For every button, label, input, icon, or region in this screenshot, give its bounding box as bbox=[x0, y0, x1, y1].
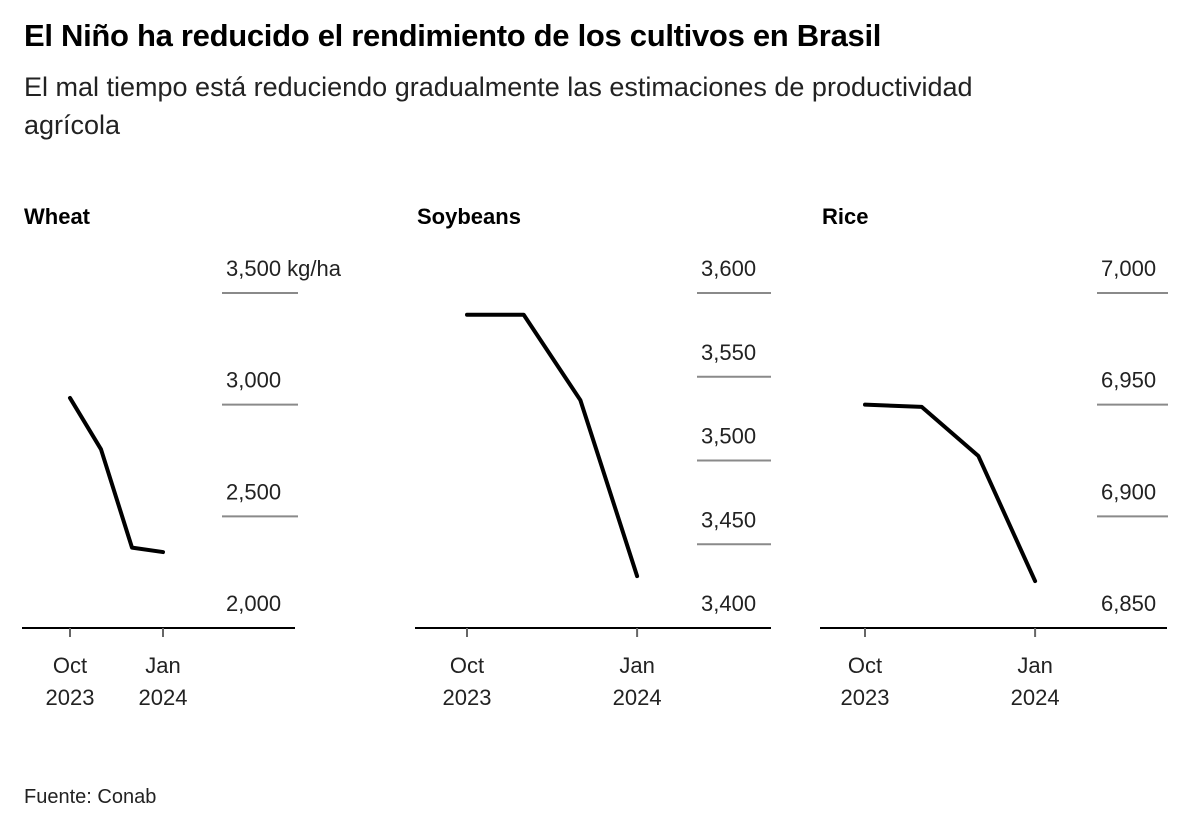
source-note: Fuente: Conab bbox=[24, 786, 157, 808]
x-tick-label: 2024 bbox=[1011, 685, 1060, 710]
chart-subtitle: El mal tiempo está reduciendo gradualmen… bbox=[24, 72, 973, 140]
x-tick-label: 2023 bbox=[46, 685, 95, 710]
series-line-soybeans bbox=[465, 312, 640, 579]
x-tick-label: Oct bbox=[848, 653, 882, 678]
y-tick-label: 6,900 bbox=[1101, 479, 1156, 504]
x-tick-label: 2024 bbox=[139, 685, 188, 710]
panel-title: Wheat bbox=[24, 204, 91, 229]
y-tick-label: 3,450 bbox=[701, 507, 756, 532]
chart-title: El Niño ha reducido el rendimiento de lo… bbox=[24, 18, 882, 53]
x-tick-label: 2024 bbox=[613, 685, 662, 710]
x-tick-label: Oct bbox=[53, 653, 87, 678]
y-tick-label: 6,950 bbox=[1101, 368, 1156, 393]
y-tick-label: 3,600 bbox=[701, 256, 756, 281]
y-tick-label: 3,500 bbox=[701, 424, 756, 449]
series-line-wheat bbox=[68, 395, 165, 555]
x-tick-label: 2023 bbox=[443, 685, 492, 710]
panel-title: Soybeans bbox=[417, 204, 521, 229]
y-tick-label: 3,400 bbox=[701, 591, 756, 616]
x-tick-label: 2023 bbox=[841, 685, 890, 710]
x-tick-label: Jan bbox=[619, 653, 654, 678]
y-tick-label: 7,000 bbox=[1101, 256, 1156, 281]
y-tick-label: 3,550 bbox=[701, 340, 756, 365]
series-line-rice bbox=[863, 402, 1038, 584]
x-tick-label: Jan bbox=[1017, 653, 1052, 678]
y-tick-label: 2,000 bbox=[226, 591, 281, 616]
panel-title: Rice bbox=[822, 204, 868, 229]
x-tick-label: Oct bbox=[450, 653, 484, 678]
y-tick-label: 2,500 bbox=[226, 479, 281, 504]
y-tick-label: 3,500 kg/ha bbox=[226, 256, 342, 281]
y-tick-label: 6,850 bbox=[1101, 591, 1156, 616]
x-tick-label: Jan bbox=[145, 653, 180, 678]
y-tick-label: 3,000 bbox=[226, 368, 281, 393]
